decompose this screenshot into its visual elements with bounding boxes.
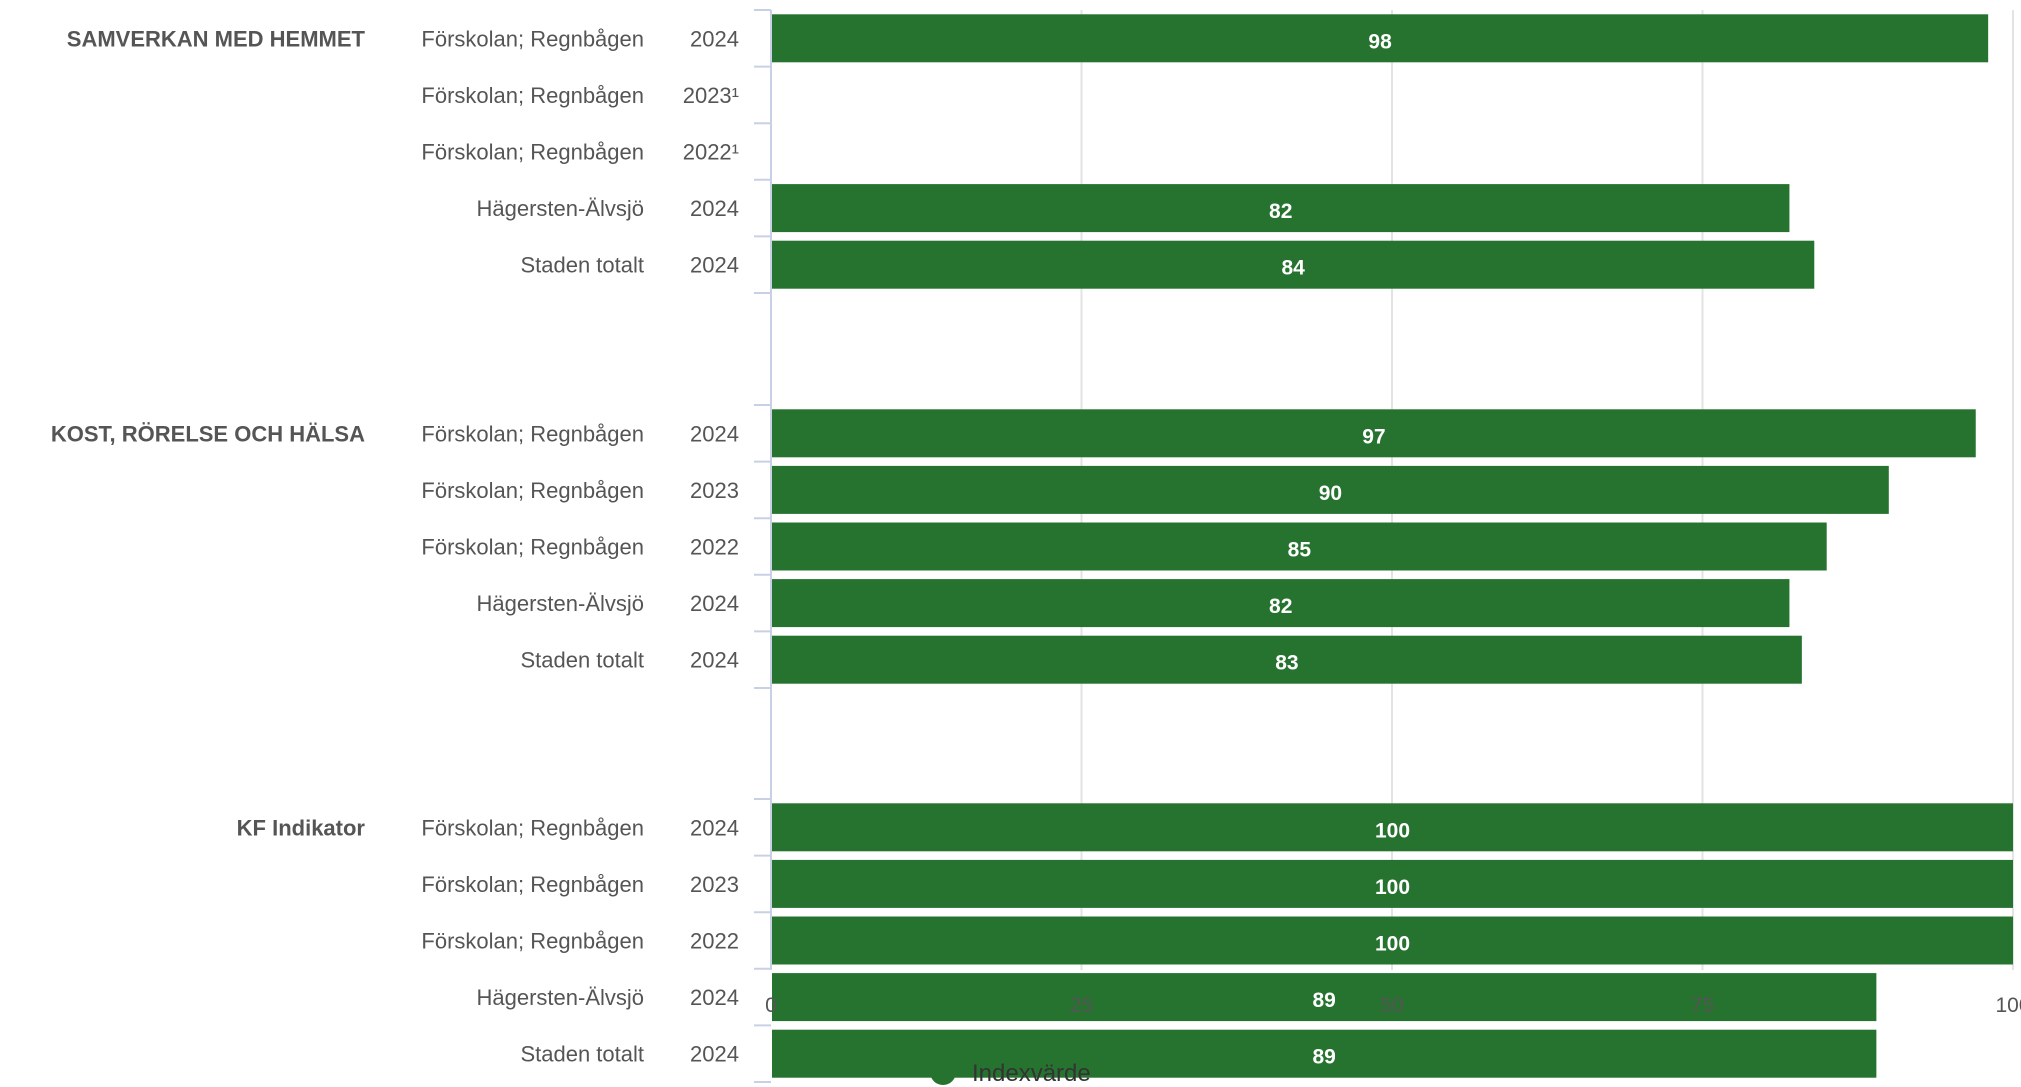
bar-value-label: 84 xyxy=(1281,257,1305,280)
bar[interactable] xyxy=(772,522,1827,571)
year-label: 2024 xyxy=(690,985,739,1010)
x-tick-label: 0 xyxy=(765,994,777,1017)
bar[interactable] xyxy=(772,240,1815,289)
label-layer: SAMVERKAN MED HEMMET Förskolan; Regnbågen… xyxy=(51,26,1410,1068)
x-tick-label: 50 xyxy=(1380,994,1403,1017)
unit-label: Förskolan; Regnbågen xyxy=(421,83,644,108)
bar[interactable] xyxy=(772,973,1877,1022)
bar[interactable] xyxy=(772,184,1790,233)
bar[interactable] xyxy=(772,409,1976,458)
legend-swatch-icon xyxy=(930,1059,956,1085)
bar-value-label: 82 xyxy=(1269,200,1292,223)
year-label: 2024 xyxy=(690,196,739,221)
bar[interactable] xyxy=(772,465,1889,514)
year-label: 2024 xyxy=(690,421,739,446)
bar-value-label: 89 xyxy=(1313,1046,1336,1069)
bar-value-label: 97 xyxy=(1362,425,1385,448)
group-label: SAMVERKAN MED HEMMET xyxy=(67,26,366,51)
bar-value-label: 90 xyxy=(1319,482,1342,505)
axis-layer: 0 25 50 75 100 xyxy=(754,9,2021,1083)
unit-label: Hägersten-Älvsjö xyxy=(476,591,644,616)
legend-label: Indexvärde xyxy=(972,1060,1091,1087)
unit-label: Staden totalt xyxy=(520,1042,644,1067)
unit-label: Förskolan; Regnbågen xyxy=(421,478,644,503)
unit-label: Förskolan; Regnbågen xyxy=(421,140,644,165)
year-label: 2022¹ xyxy=(683,140,739,165)
year-label: 2024 xyxy=(690,253,739,278)
bar[interactable] xyxy=(772,635,1802,684)
unit-label: Förskolan; Regnbågen xyxy=(421,535,644,560)
unit-label: Förskolan; Regnbågen xyxy=(421,815,644,840)
bar-value-label: 85 xyxy=(1288,539,1312,562)
year-label: 2023¹ xyxy=(683,83,739,108)
bar[interactable] xyxy=(772,859,2013,908)
year-label: 2024 xyxy=(690,1042,739,1067)
unit-label: Staden totalt xyxy=(520,253,644,278)
x-tick-label: 75 xyxy=(1691,994,1714,1017)
year-label: 2024 xyxy=(690,648,739,673)
bar[interactable] xyxy=(772,1029,1877,1078)
bar[interactable] xyxy=(772,14,1989,63)
bar-value-label: 83 xyxy=(1275,652,1298,675)
bar-layer xyxy=(772,14,2013,1078)
group-label: KF Indikator xyxy=(237,815,366,840)
bar-value-label: 89 xyxy=(1313,989,1336,1012)
year-label: 2024 xyxy=(690,815,739,840)
bar-value-label: 98 xyxy=(1368,30,1392,53)
year-label: 2022 xyxy=(690,929,739,954)
unit-label: Förskolan; Regnbågen xyxy=(421,929,644,954)
bar[interactable] xyxy=(772,579,1790,628)
x-tick-label: 25 xyxy=(1070,994,1093,1017)
unit-label: Staden totalt xyxy=(520,648,644,673)
unit-label: Förskolan; Regnbågen xyxy=(421,26,644,51)
bar[interactable] xyxy=(772,803,2013,852)
unit-label: Hägersten-Älvsjö xyxy=(476,196,644,221)
bar-value-label: 100 xyxy=(1375,819,1410,842)
unit-label: Förskolan; Regnbågen xyxy=(421,872,644,897)
bar-value-label: 100 xyxy=(1375,876,1410,899)
year-label: 2024 xyxy=(690,591,739,616)
group-label: KOST, RÖRELSE OCH HÄLSA xyxy=(51,421,365,446)
year-label: 2023 xyxy=(690,872,739,897)
x-tick-label: 100 xyxy=(1995,994,2021,1017)
unit-label: Hägersten-Älvsjö xyxy=(476,985,644,1010)
year-label: 2022 xyxy=(690,535,739,560)
year-label: 2023 xyxy=(690,478,739,503)
bar[interactable] xyxy=(772,916,2013,965)
legend[interactable]: Indexvärde xyxy=(930,1059,1091,1087)
bar-value-label: 82 xyxy=(1269,595,1292,618)
year-label: 2024 xyxy=(690,26,739,51)
unit-label: Förskolan; Regnbågen xyxy=(421,421,644,446)
bar-value-label: 100 xyxy=(1375,933,1410,956)
